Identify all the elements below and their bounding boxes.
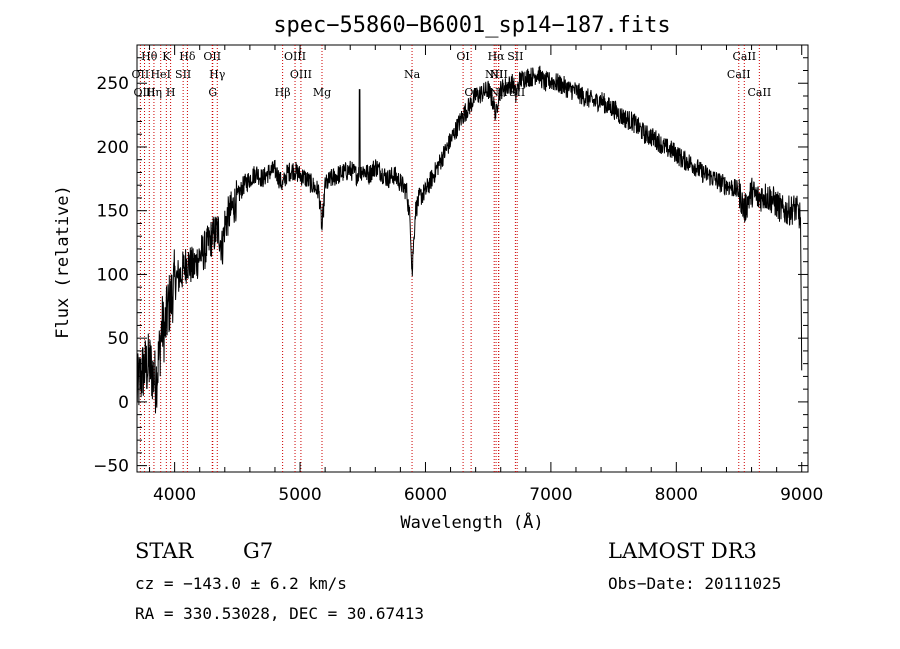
survey-name: LAMOST DR3 <box>608 539 757 563</box>
spectral-line-label: K <box>162 50 171 63</box>
y-tick-label: 200 <box>97 138 129 158</box>
spectral-line-label: OII <box>132 68 150 81</box>
y-tick-label: 0 <box>118 393 129 413</box>
spectral-line-label: OIII <box>284 50 306 63</box>
spectral-line-label: OII <box>203 50 221 63</box>
spectral-line-label: Hη <box>146 86 162 99</box>
spectral-line-label: Na <box>404 68 421 81</box>
spectral-line-label: Hθ <box>141 50 158 63</box>
y-tick-label: 250 <box>97 74 129 94</box>
y-tick-label: −50 <box>93 457 129 477</box>
spectral-line-label: NII <box>485 68 503 81</box>
spectral-line-label: CaII <box>727 68 751 81</box>
x-tick-label: 4000 <box>153 485 196 505</box>
spectral-line-label: G <box>208 86 217 99</box>
spectral-line-label: OIII <box>290 68 312 81</box>
x-axis-ticks: 4000 5000 6000 7000 8000 9000 <box>149 45 823 505</box>
x-tick-label: 8000 <box>655 485 698 505</box>
spectral-line-label: Hδ <box>179 50 196 63</box>
spectral-line-label: Hγ <box>209 68 226 81</box>
object-subclass: G7 <box>243 539 274 563</box>
x-tick-label: 7000 <box>529 485 572 505</box>
y-tick-label: 100 <box>97 265 129 285</box>
spectral-line-label: NII <box>490 68 508 81</box>
spectral-line-label: H <box>166 86 176 99</box>
coordinates: RA = 330.53028, DEC = 30.67413 <box>135 604 424 623</box>
spectral-line-label: CaII <box>748 86 772 99</box>
object-class: STAR <box>135 539 194 563</box>
x-tick-label: 5000 <box>278 485 321 505</box>
y-axis-ticks: −50 0 50 100 150 200 250 <box>93 57 808 477</box>
chart-title: spec−55860−B6001_sp14−187.fits <box>273 13 670 38</box>
redshift-cz: cz = −143.0 ± 6.2 km/s <box>135 574 347 593</box>
spectral-line-label: SII <box>175 68 191 81</box>
y-tick-label: 50 <box>107 329 129 349</box>
x-tick-label: 9000 <box>780 485 823 505</box>
spectral-line-markers <box>139 45 760 472</box>
x-tick-label: 6000 <box>404 485 447 505</box>
spectral-line-label: Mg <box>313 86 331 99</box>
y-tick-label: 150 <box>97 202 129 222</box>
x-axis-label: Wavelength (Å) <box>400 511 543 533</box>
spectral-line-label: OI <box>456 50 469 63</box>
spectral-line-label: SII <box>507 50 523 63</box>
spectral-line-label: CaII <box>732 50 756 63</box>
plot-frame <box>136 44 809 473</box>
spectral-line-label: HeI <box>150 68 170 81</box>
y-axis-label: Flux (relative) <box>53 185 73 339</box>
obs-date: Obs−Date: 20111025 <box>608 574 782 593</box>
spectral-line-label: Hβ <box>275 86 291 99</box>
spectral-line-label: Hα <box>488 50 506 63</box>
flux-series-line <box>136 65 803 414</box>
